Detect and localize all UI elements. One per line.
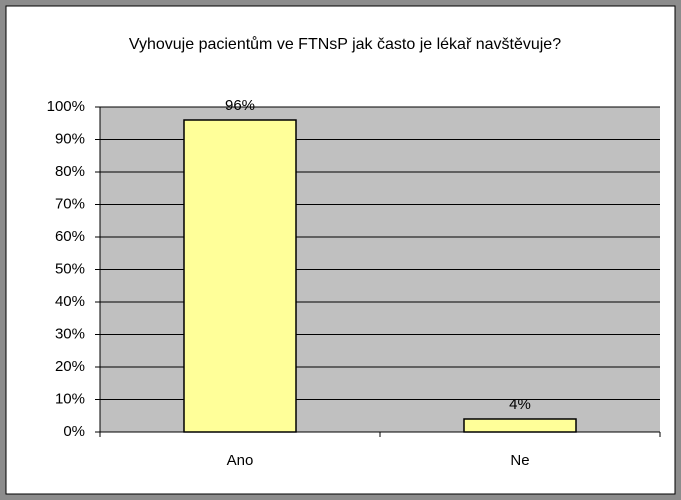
- x-tick-label: Ne: [510, 452, 529, 469]
- data-label: 96%: [225, 97, 255, 114]
- y-tick-label: 0%: [63, 423, 85, 440]
- data-label: 4%: [509, 396, 531, 413]
- y-tick-label: 70%: [55, 195, 85, 212]
- chart-title: Vyhovuje pacientům ve FTNsP jak často je…: [129, 35, 561, 53]
- bar: [463, 418, 577, 433]
- y-tick-label: 80%: [55, 163, 85, 180]
- y-tick-label: 40%: [55, 293, 85, 310]
- y-tick-label: 50%: [55, 260, 85, 277]
- y-tick-label: 60%: [55, 228, 85, 245]
- y-tick-label: 100%: [47, 98, 85, 115]
- y-tick-label: 20%: [55, 358, 85, 375]
- x-tick-label: Ano: [227, 452, 254, 469]
- y-tick-label: 10%: [55, 390, 85, 407]
- y-tick-label: 90%: [55, 130, 85, 147]
- bar: [183, 119, 297, 433]
- y-tick-label: 30%: [55, 325, 85, 342]
